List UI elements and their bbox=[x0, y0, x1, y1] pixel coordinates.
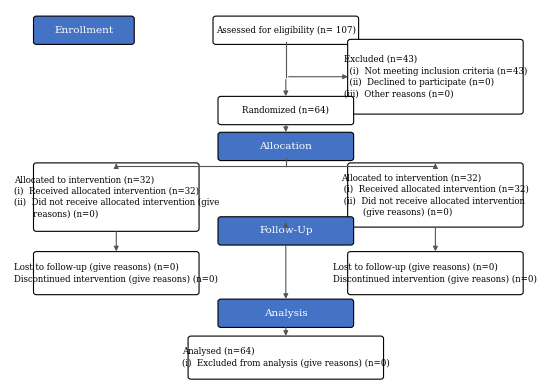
FancyBboxPatch shape bbox=[218, 96, 354, 125]
Text: Lost to follow-up (give reasons) (n=0)
Discontinued intervention (give reasons) : Lost to follow-up (give reasons) (n=0) D… bbox=[333, 263, 537, 284]
FancyBboxPatch shape bbox=[348, 39, 523, 114]
FancyBboxPatch shape bbox=[348, 252, 523, 295]
Text: Enrollment: Enrollment bbox=[55, 26, 114, 35]
Text: Allocation: Allocation bbox=[260, 142, 312, 151]
FancyBboxPatch shape bbox=[348, 163, 523, 227]
FancyBboxPatch shape bbox=[34, 163, 199, 231]
Text: Analysis: Analysis bbox=[264, 309, 307, 318]
Text: Analysed (n=64)
(i)  Excluded from analysis (give reasons) (n=0): Analysed (n=64) (i) Excluded from analys… bbox=[182, 347, 390, 368]
FancyBboxPatch shape bbox=[188, 336, 383, 379]
Text: Allocated to intervention (n=32)
(i)  Received allocated intervention (n=32)
(ii: Allocated to intervention (n=32) (i) Rec… bbox=[14, 176, 219, 219]
Text: Lost to follow-up (give reasons) (n=0)
Discontinued intervention (give reasons) : Lost to follow-up (give reasons) (n=0) D… bbox=[14, 263, 218, 284]
Text: Excluded (n=43)
  (i)  Not meeting inclusion criteria (n=43)
  (ii)  Declined to: Excluded (n=43) (i) Not meeting inclusio… bbox=[344, 55, 527, 99]
FancyBboxPatch shape bbox=[218, 217, 354, 245]
Text: Assessed for eligibility (n= 107): Assessed for eligibility (n= 107) bbox=[216, 26, 356, 35]
FancyBboxPatch shape bbox=[213, 16, 359, 44]
Text: Follow-Up: Follow-Up bbox=[259, 227, 312, 236]
FancyBboxPatch shape bbox=[218, 299, 354, 328]
Text: Allocated to intervention (n=32)
 (i)  Received allocated intervention (n=32)
 (: Allocated to intervention (n=32) (i) Rec… bbox=[342, 173, 530, 217]
FancyBboxPatch shape bbox=[34, 252, 199, 295]
FancyBboxPatch shape bbox=[218, 132, 354, 161]
Text: Randomized (n=64): Randomized (n=64) bbox=[242, 106, 329, 115]
FancyBboxPatch shape bbox=[34, 16, 134, 44]
